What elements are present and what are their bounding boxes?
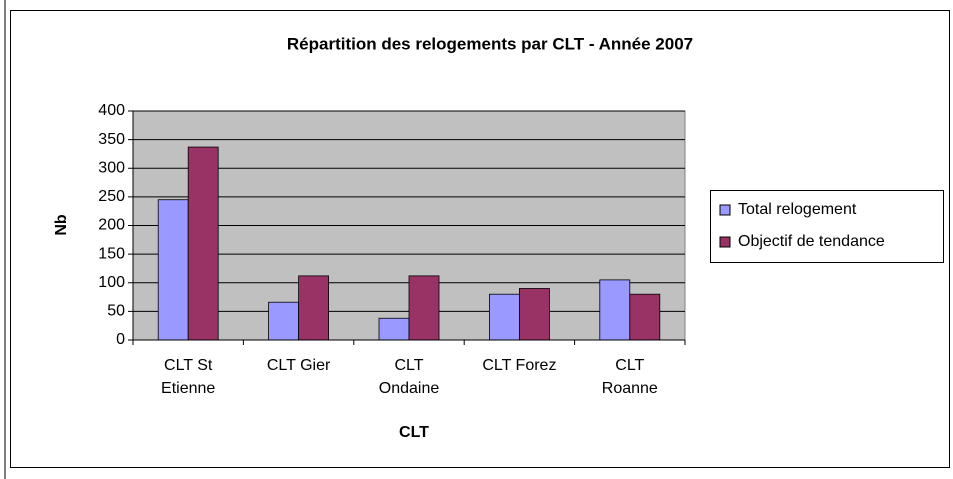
x-tick-label: CLT Ondaine <box>378 357 440 397</box>
x-tick-label: CLT Gier <box>266 357 331 374</box>
x-tick-label: CLT Roanne <box>601 357 658 397</box>
bar <box>378 317 410 341</box>
y-tick-label: 0 <box>116 331 125 348</box>
bar <box>629 293 661 341</box>
x-tick-label: CLT St Etienne <box>161 357 216 397</box>
bar <box>268 301 300 341</box>
legend-swatch <box>719 204 731 216</box>
chart-title: Répartition des relogements par CLT - An… <box>287 34 693 53</box>
legend-label: Total relogement <box>738 201 857 218</box>
bar <box>488 293 520 341</box>
y-tick-label: 350 <box>98 131 125 148</box>
y-axis-label: Nb <box>53 214 70 236</box>
x-tick-label: CLT Forez <box>482 357 557 374</box>
bar <box>599 279 631 341</box>
y-tick-label: 50 <box>107 303 125 320</box>
x-axis-label: CLT <box>399 424 429 441</box>
y-tick-label: 100 <box>98 274 125 291</box>
legend-swatch <box>719 236 731 248</box>
bar <box>519 288 550 341</box>
y-tick-label: 250 <box>98 188 125 205</box>
bar <box>298 275 330 341</box>
y-tick-label: 300 <box>98 159 125 176</box>
bar <box>157 199 189 341</box>
legend <box>710 190 944 263</box>
y-tick-label: 200 <box>98 217 125 234</box>
bar <box>408 275 440 341</box>
y-tick-label: 150 <box>98 245 125 262</box>
y-tick-label: 400 <box>98 102 125 119</box>
legend-label: Objectif de tendance <box>738 233 885 250</box>
bar <box>187 146 219 341</box>
